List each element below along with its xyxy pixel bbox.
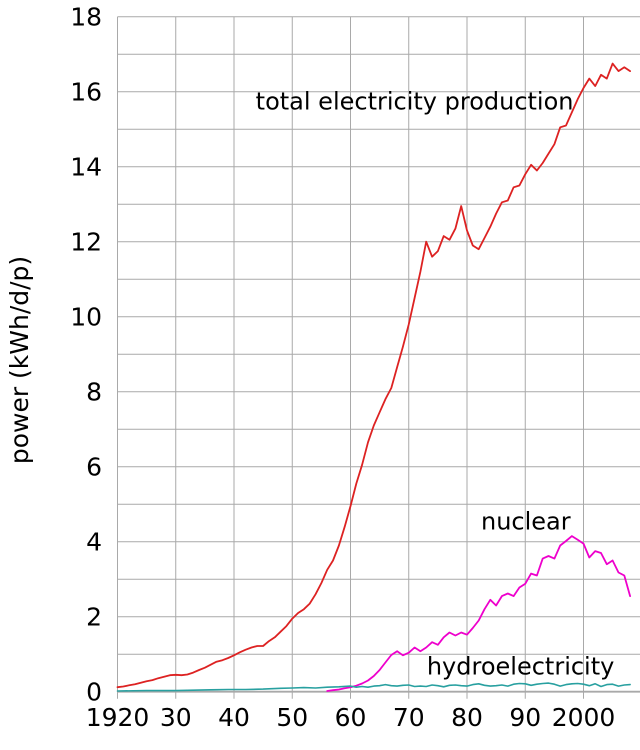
x-tick-label: 70 bbox=[393, 703, 425, 732]
y-tick-label: 4 bbox=[86, 528, 102, 557]
y-tick-label: 8 bbox=[86, 378, 102, 407]
series-inline-labels: total electricity production nuclear hyd… bbox=[256, 88, 615, 681]
y-tick-label: 14 bbox=[70, 153, 102, 182]
series-label-nuclear: nuclear bbox=[481, 508, 571, 536]
y-tick-label: 12 bbox=[70, 228, 102, 257]
series-line-total bbox=[116, 62, 631, 689]
y-tick-label: 10 bbox=[70, 303, 102, 332]
x-tick-label: 2000 bbox=[552, 703, 616, 732]
y-axis-tick-labels: 0 2 4 6 8 10 12 14 16 18 bbox=[70, 3, 102, 707]
x-tick-label: 90 bbox=[509, 703, 541, 732]
x-tick-label: 80 bbox=[451, 703, 483, 732]
series-label-hydroelectricity: hydroelectricity bbox=[427, 652, 615, 680]
y-tick-label: 0 bbox=[86, 678, 102, 707]
series-line-nuclear bbox=[326, 535, 631, 692]
x-axis-tick-labels: 1920 30 40 50 60 70 80 90 2000 bbox=[86, 703, 616, 732]
x-tick-label: 1920 bbox=[86, 703, 150, 732]
y-tick-label: 6 bbox=[86, 453, 102, 482]
y-axis-title: power (kWh/d/p) bbox=[5, 256, 34, 464]
y-tick-label: 16 bbox=[70, 78, 102, 107]
x-tick-label: 50 bbox=[276, 703, 308, 732]
x-tick-label: 40 bbox=[218, 703, 250, 732]
series-line-hydro bbox=[116, 682, 631, 692]
x-tick-label: 30 bbox=[160, 703, 192, 732]
y-tick-label: 2 bbox=[86, 603, 102, 632]
y-tick-label: 18 bbox=[70, 3, 102, 32]
gridlines bbox=[117, 16, 640, 699]
series-label-total-electricity-production: total electricity production bbox=[256, 88, 574, 116]
x-tick-label: 60 bbox=[335, 703, 367, 732]
data-series-lines bbox=[116, 62, 631, 692]
